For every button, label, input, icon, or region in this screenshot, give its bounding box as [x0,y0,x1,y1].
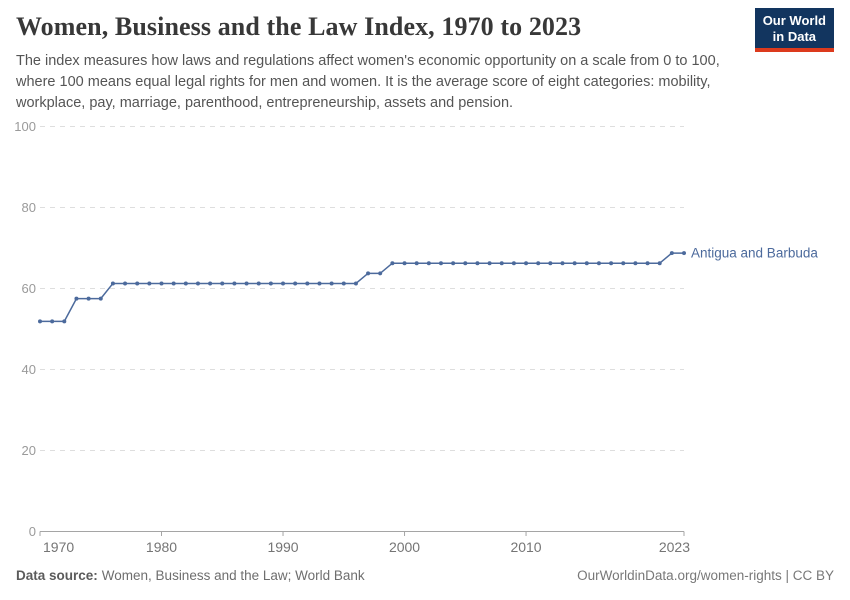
data-source: Data source: Women, Business and the Law;… [16,568,365,583]
data-point-antigua-and-barbuda-1981[interactable] [171,281,176,286]
data-point-antigua-and-barbuda-2011[interactable] [536,261,541,266]
data-point-antigua-and-barbuda-2001[interactable] [414,261,419,266]
data-point-antigua-and-barbuda-1987[interactable] [244,281,249,286]
page-title: Women, Business and the Law Index, 1970 … [16,12,582,41]
data-point-antigua-and-barbuda-1976[interactable] [110,281,115,286]
data-point-antigua-and-barbuda-1972[interactable] [62,319,67,324]
data-point-antigua-and-barbuda-1993[interactable] [317,281,322,286]
data-point-antigua-and-barbuda-2005[interactable] [463,261,468,266]
data-point-antigua-and-barbuda-1992[interactable] [305,281,310,286]
data-point-antigua-and-barbuda-1985[interactable] [220,281,225,286]
data-point-antigua-and-barbuda-2000[interactable] [402,261,407,266]
data-point-antigua-and-barbuda-2010[interactable] [524,261,529,266]
x-tick-label-1970: 1970 [43,539,74,555]
logo-line1: Our World [762,13,826,28]
y-tick-label-60: 60 [22,281,36,296]
data-point-antigua-and-barbuda-1996[interactable] [353,281,358,286]
data-point-antigua-and-barbuda-1994[interactable] [329,281,334,286]
data-point-antigua-and-barbuda-1978[interactable] [135,281,140,286]
data-point-antigua-and-barbuda-2003[interactable] [438,261,443,266]
data-point-antigua-and-barbuda-2017[interactable] [609,261,614,266]
data-point-antigua-and-barbuda-1980[interactable] [159,281,164,286]
data-point-antigua-and-barbuda-2022[interactable] [669,251,674,256]
data-point-antigua-and-barbuda-1986[interactable] [232,281,237,286]
series-label-antigua-and-barbuda: Antigua and Barbuda [691,246,818,261]
data-point-antigua-and-barbuda-2004[interactable] [451,261,456,266]
line-chart: 0 20 40 60 80 100 1970 1980 1990 2000 2010 2023 Anti… [14,119,818,555]
x-tick-label-1980: 1980 [146,539,177,555]
data-point-antigua-and-barbuda-1974[interactable] [86,296,91,301]
owid-logo[interactable]: Our World in Data [754,8,834,53]
data-point-antigua-and-barbuda-1975[interactable] [98,296,103,301]
data-point-antigua-and-barbuda-2015[interactable] [584,261,589,266]
data-point-antigua-and-barbuda-1971[interactable] [50,319,55,324]
x-tick-label-1990: 1990 [267,539,298,555]
data-point-antigua-and-barbuda-2009[interactable] [511,261,516,266]
data-point-antigua-and-barbuda-1991[interactable] [293,281,298,286]
data-point-antigua-and-barbuda-2020[interactable] [645,261,650,266]
data-point-antigua-and-barbuda-1977[interactable] [123,281,128,286]
chart-header: Women, Business and the Law Index, 1970 … [16,12,761,114]
data-point-antigua-and-barbuda-2012[interactable] [548,261,553,266]
data-point-antigua-and-barbuda-2019[interactable] [633,261,638,266]
y-tick-label-20: 20 [22,443,36,458]
data-point-antigua-and-barbuda-2007[interactable] [487,261,492,266]
y-tick-label-0: 0 [29,524,36,539]
x-tick-label-2010: 2010 [510,539,541,555]
y-tick-label-80: 80 [22,200,36,215]
data-point-antigua-and-barbuda-1989[interactable] [268,281,273,286]
data-point-antigua-and-barbuda-1984[interactable] [208,281,213,286]
data-point-antigua-and-barbuda-1998[interactable] [378,271,383,276]
x-tick-label-2023: 2023 [659,539,690,555]
data-point-antigua-and-barbuda-1995[interactable] [341,281,346,286]
y-tick-label-40: 40 [22,362,36,377]
chart-footer: Data source: Women, Business and the Law;… [16,568,834,583]
data-point-antigua-and-barbuda-2023[interactable] [682,251,686,256]
data-point-antigua-and-barbuda-2014[interactable] [572,261,577,266]
data-point-antigua-and-barbuda-2021[interactable] [657,261,662,266]
data-point-antigua-and-barbuda-2008[interactable] [499,261,504,266]
data-point-antigua-and-barbuda-1973[interactable] [74,296,79,301]
series-line-antigua-and-barbuda[interactable] [40,252,684,323]
data-point-antigua-and-barbuda-2016[interactable] [596,261,601,266]
logo-line2: in Data [772,28,817,44]
data-point-antigua-and-barbuda-1983[interactable] [195,281,200,286]
data-source-text: Women, Business and the Law; World Bank [101,568,365,583]
data-point-antigua-and-barbuda-2006[interactable] [475,261,480,266]
data-point-antigua-and-barbuda-2018[interactable] [621,261,626,266]
chart-subtitle: The index measures how laws and regulati… [16,52,720,111]
data-point-antigua-and-barbuda-2013[interactable] [560,261,565,266]
data-point-antigua-and-barbuda-1979[interactable] [147,281,152,286]
data-point-antigua-and-barbuda-2002[interactable] [426,261,431,266]
y-tick-label-100: 100 [14,119,36,134]
x-tick-label-2000: 2000 [389,539,420,555]
data-point-antigua-and-barbuda-1997[interactable] [366,271,371,276]
data-point-antigua-and-barbuda-1990[interactable] [281,281,286,286]
credit-link[interactable]: OurWorldinData.org/women-rights | CC BY [577,568,834,583]
data-point-antigua-and-barbuda-1970[interactable] [38,319,42,324]
data-point-antigua-and-barbuda-1999[interactable] [390,261,395,266]
data-point-antigua-and-barbuda-1988[interactable] [256,281,261,286]
data-source-label: Data source: [16,568,98,583]
data-point-antigua-and-barbuda-1982[interactable] [183,281,188,286]
